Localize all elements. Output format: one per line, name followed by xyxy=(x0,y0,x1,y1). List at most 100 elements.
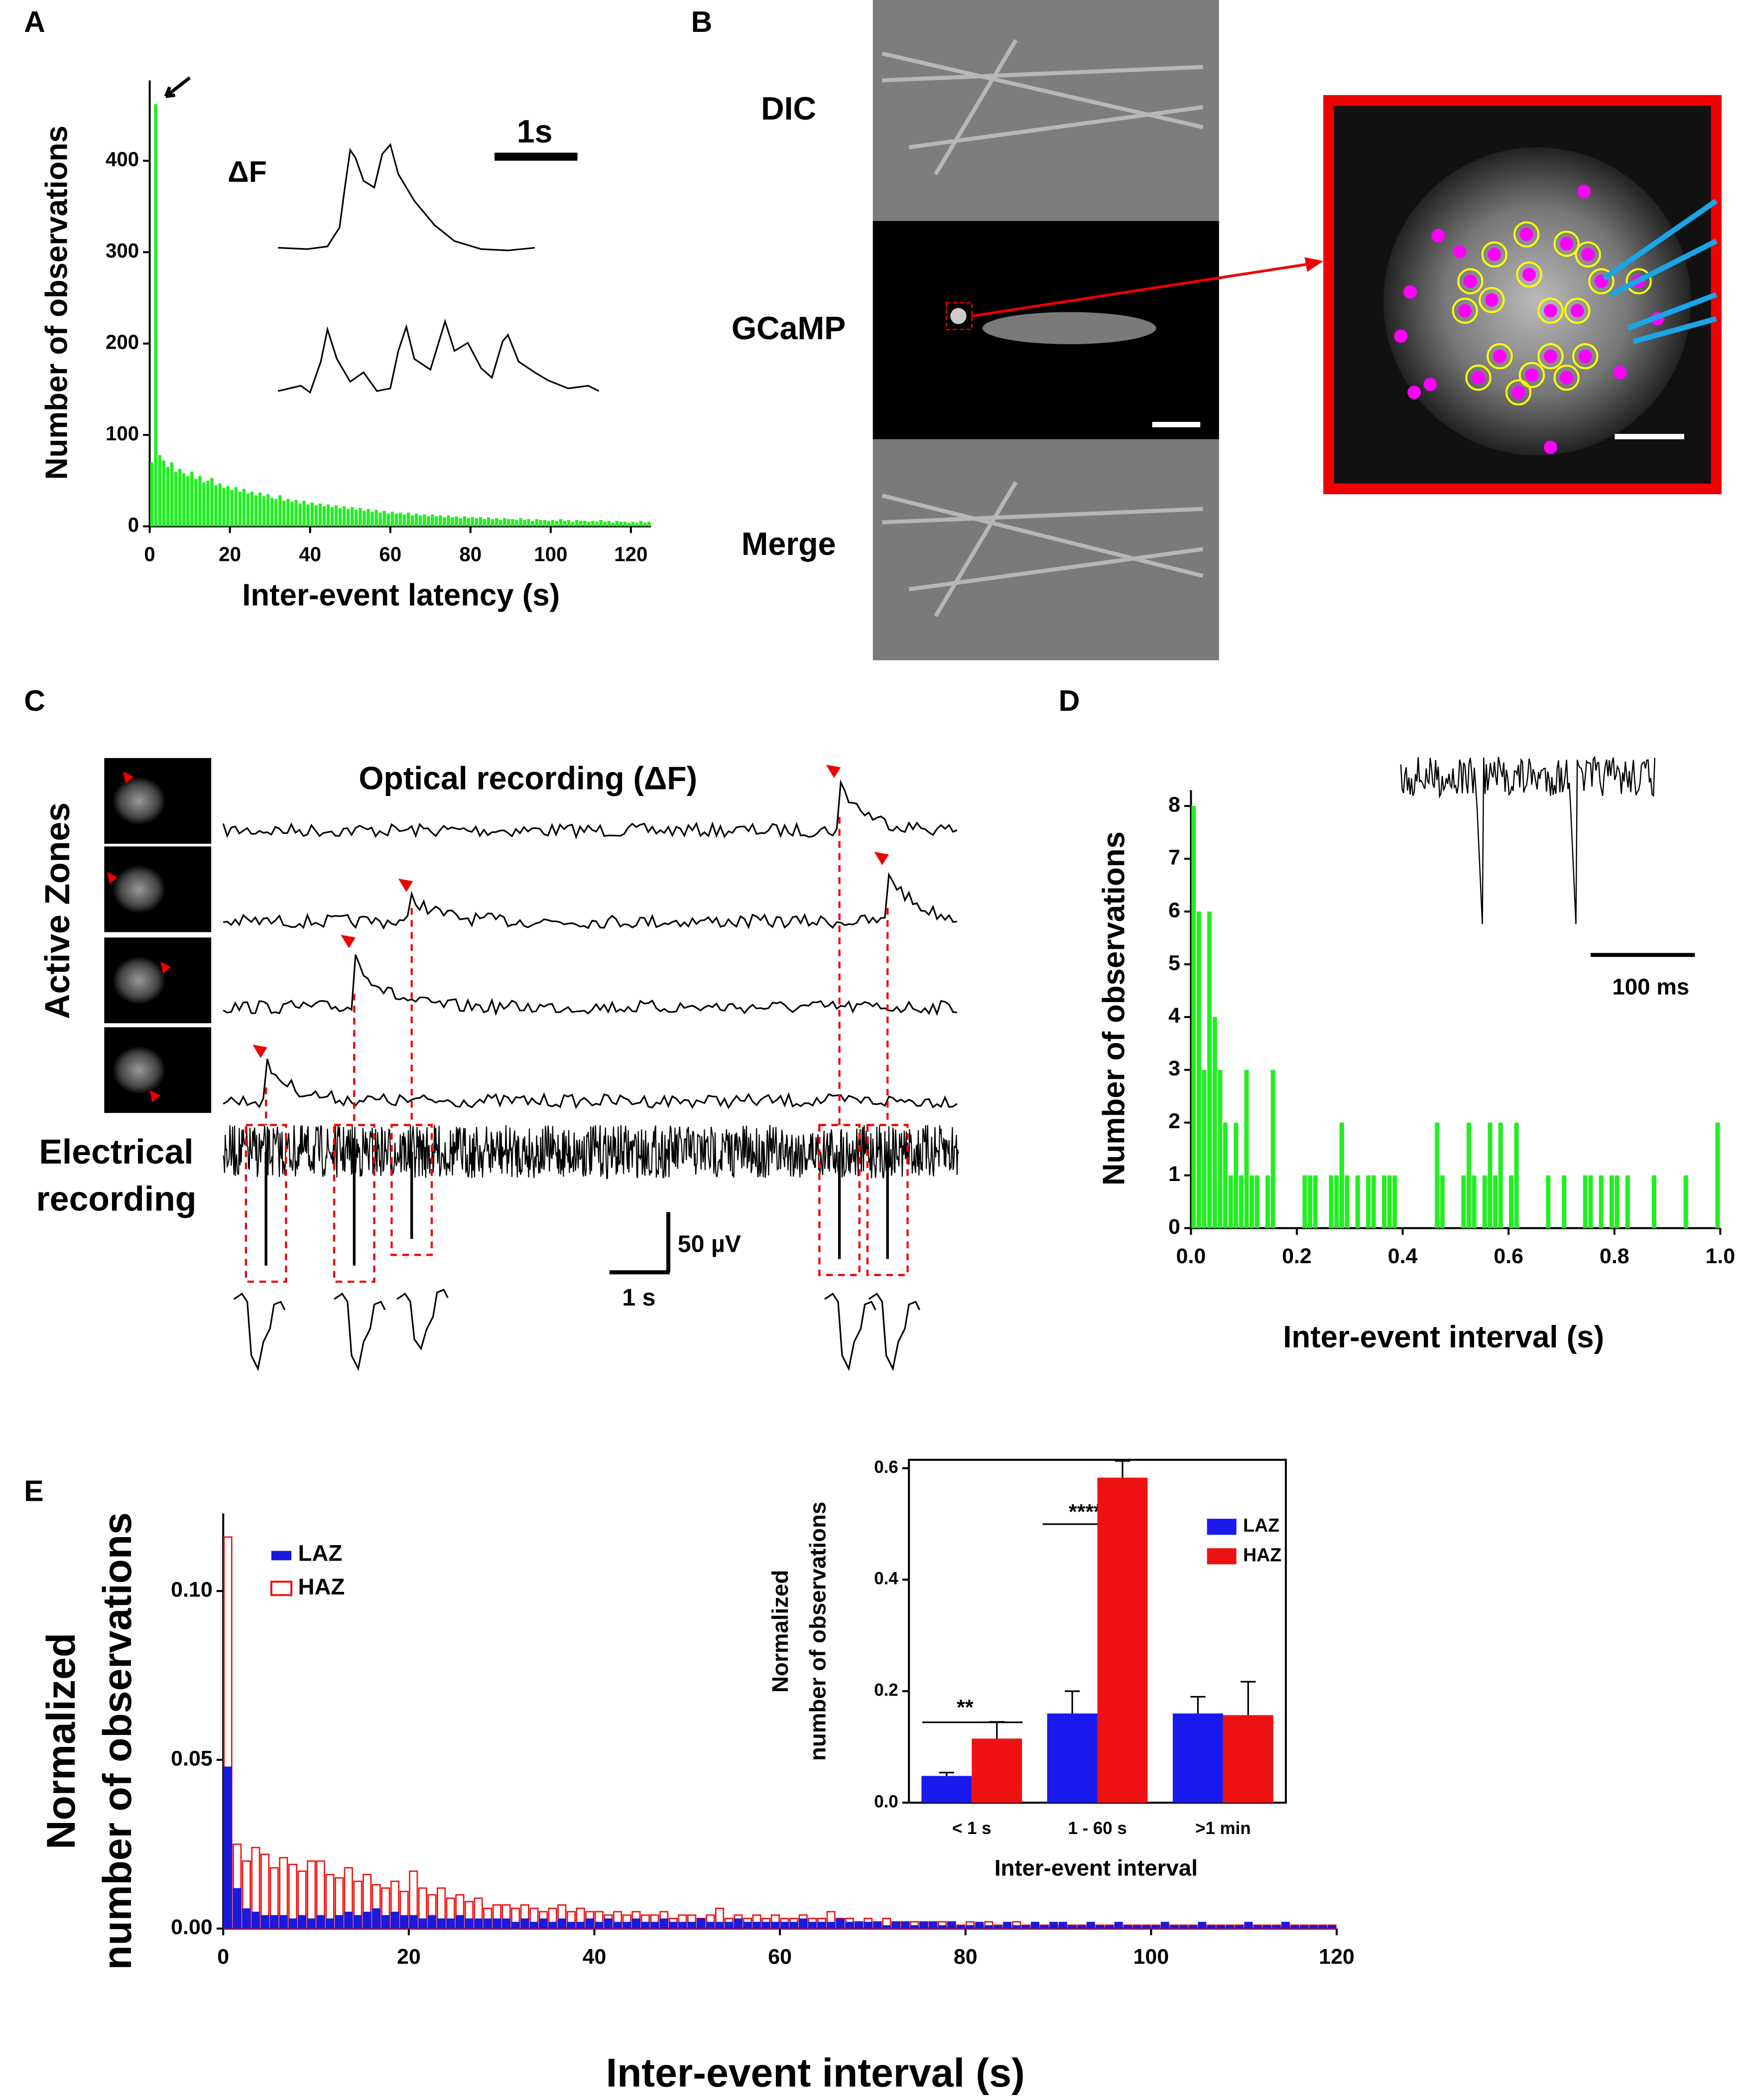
bar xyxy=(1254,1175,1259,1228)
annotation: 1s xyxy=(517,114,553,149)
bar xyxy=(1226,1925,1235,1929)
bar xyxy=(302,501,306,526)
y-tick-label: 400 xyxy=(106,148,139,170)
bar xyxy=(282,501,286,526)
bar xyxy=(678,1922,687,1929)
arrow xyxy=(971,262,1310,318)
bar xyxy=(882,1925,891,1929)
x-tick-label: 0 xyxy=(144,543,155,565)
bar xyxy=(455,516,458,526)
bar xyxy=(1514,1122,1519,1228)
bar xyxy=(1031,1922,1040,1929)
bar xyxy=(1151,1925,1160,1929)
bar xyxy=(515,520,518,526)
bar xyxy=(214,485,218,526)
bar xyxy=(1588,1175,1593,1228)
bar xyxy=(372,1908,381,1929)
bar xyxy=(400,1915,409,1929)
bar xyxy=(286,499,290,526)
spot-ring xyxy=(1564,297,1591,324)
bar xyxy=(511,519,514,526)
bar xyxy=(1235,1925,1244,1929)
bar xyxy=(298,503,302,526)
spike-box xyxy=(333,1124,375,1283)
annotation: 100 ms xyxy=(1612,974,1689,999)
roi-box xyxy=(945,302,973,330)
bar xyxy=(1272,1925,1281,1929)
bar xyxy=(166,467,170,526)
spot xyxy=(1613,366,1627,379)
annotation: ** xyxy=(957,1696,974,1719)
bar xyxy=(1239,1175,1244,1228)
bar xyxy=(1466,1122,1472,1228)
bar xyxy=(559,519,563,526)
bouton xyxy=(112,777,166,825)
bar xyxy=(242,489,246,526)
spot-ring xyxy=(1625,268,1652,294)
bar xyxy=(435,516,438,526)
bar xyxy=(1021,1925,1030,1929)
bar xyxy=(647,522,651,526)
bar xyxy=(1249,1175,1254,1228)
bar xyxy=(929,1922,938,1929)
bar xyxy=(1253,1925,1262,1929)
bouton xyxy=(112,865,166,914)
bar xyxy=(325,1918,335,1929)
bar xyxy=(761,1922,770,1929)
spot-ring xyxy=(1505,379,1532,406)
legend-label: LAZ xyxy=(1243,1515,1279,1536)
spot xyxy=(1511,386,1525,399)
legend-swatch xyxy=(270,1580,293,1596)
bar xyxy=(363,1911,372,1929)
bar xyxy=(641,1922,650,1929)
bar xyxy=(635,523,639,526)
bar xyxy=(975,1922,984,1929)
bar xyxy=(1599,1175,1604,1228)
bar xyxy=(382,511,386,526)
merge-image xyxy=(872,439,1219,660)
bar xyxy=(178,469,182,526)
y-axis-label: Number of observations xyxy=(1097,831,1131,1185)
x-tick-label: 0.2 xyxy=(1282,1244,1312,1268)
panel-label: A xyxy=(24,5,45,38)
bar xyxy=(1546,1175,1551,1228)
bar xyxy=(1270,1069,1275,1228)
bar xyxy=(1334,1175,1339,1228)
bar xyxy=(799,1918,808,1929)
bar xyxy=(687,1922,696,1929)
y-axis-label: number of observations xyxy=(805,1502,830,1761)
bar xyxy=(422,514,426,526)
bar xyxy=(427,516,430,526)
pipette xyxy=(881,481,1204,617)
bar xyxy=(972,1738,1022,1803)
bar xyxy=(706,1922,715,1929)
bar xyxy=(1223,1715,1273,1803)
bar xyxy=(615,521,619,526)
bar xyxy=(1309,1925,1318,1929)
y-tick-label: 8 xyxy=(1168,792,1180,816)
bar xyxy=(548,1922,557,1929)
panel-label: B xyxy=(691,5,713,38)
electrical-label: recording xyxy=(36,1179,197,1218)
bar xyxy=(418,1918,427,1929)
bar xyxy=(1105,1925,1114,1929)
bar xyxy=(591,521,595,526)
bar xyxy=(1329,1175,1334,1228)
legend-label: HAZ xyxy=(298,1574,345,1599)
bar xyxy=(1086,1922,1095,1929)
bar xyxy=(1715,1122,1720,1228)
x-tick-label: 80 xyxy=(954,1945,978,1969)
bar xyxy=(1223,1122,1228,1228)
bar xyxy=(503,518,506,526)
spot xyxy=(1488,248,1501,262)
scale-label: 50 µV xyxy=(678,1230,741,1257)
bar xyxy=(994,1925,1002,1929)
spot-ring xyxy=(1481,241,1507,268)
bar xyxy=(493,1918,501,1929)
bar xyxy=(519,518,522,526)
bar xyxy=(439,515,442,526)
arrowhead xyxy=(1304,257,1324,272)
spot-ring xyxy=(1516,261,1542,288)
bar xyxy=(599,520,603,526)
bar xyxy=(266,494,270,526)
